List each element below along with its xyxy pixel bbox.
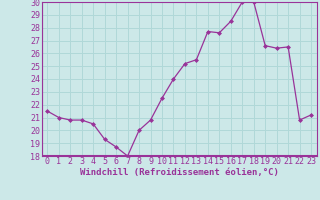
X-axis label: Windchill (Refroidissement éolien,°C): Windchill (Refroidissement éolien,°C) — [80, 168, 279, 177]
